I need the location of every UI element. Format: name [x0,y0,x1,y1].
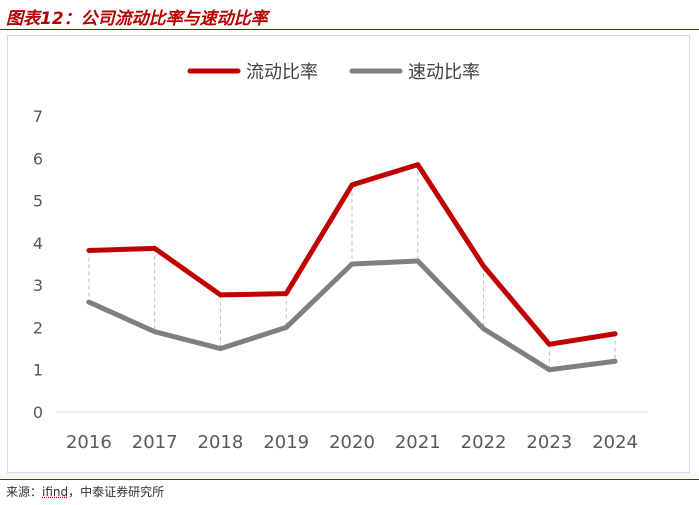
x-tick-label: 2018 [198,432,244,453]
footer-divider [0,479,699,480]
y-tick-label: 0 [33,403,43,422]
y-tick-label: 4 [33,234,43,253]
x-tick-label: 2022 [461,432,507,453]
legend-label: 流动比率 [246,62,318,83]
x-tick-label: 2016 [66,432,112,453]
y-tick-label: 1 [33,361,43,380]
series-line-1 [86,258,618,373]
x-tick-label: 2019 [263,432,309,453]
y-tick-label: 2 [33,318,43,337]
x-tick-label: 2021 [395,432,441,453]
legend: 流动比率 速动比率 [187,62,480,83]
drop-lines [88,164,616,370]
source-note: 来源：ifind，中泰证券研究所 [6,483,164,500]
y-tick-label: 5 [33,192,43,211]
x-tick-label: 2020 [329,432,375,453]
legend-label: 速动比率 [408,62,480,83]
x-tick-label: 2023 [526,432,572,453]
title-divider [0,29,699,30]
source-suffix: ，中泰证券研究所 [68,485,165,499]
chart-frame [7,35,690,473]
x-tick-label: 2024 [592,432,638,453]
y-axis: 0 1 2 3 4 5 6 7 [33,107,43,422]
y-tick-label: 6 [33,149,43,168]
x-tick-label: 2017 [132,432,178,453]
page-title: 图表12：公司流动比率与速动比率 [6,9,268,29]
source-prefix: 来源： [6,485,43,499]
series-lines [86,162,618,373]
y-tick-label: 3 [33,276,43,295]
source-name: ifind [42,485,69,499]
x-axis: 2016 2017 2018 2019 2020 2021 2022 2023 2024 [66,432,638,453]
series-line-0 [86,162,618,347]
y-tick-label: 7 [33,107,43,126]
